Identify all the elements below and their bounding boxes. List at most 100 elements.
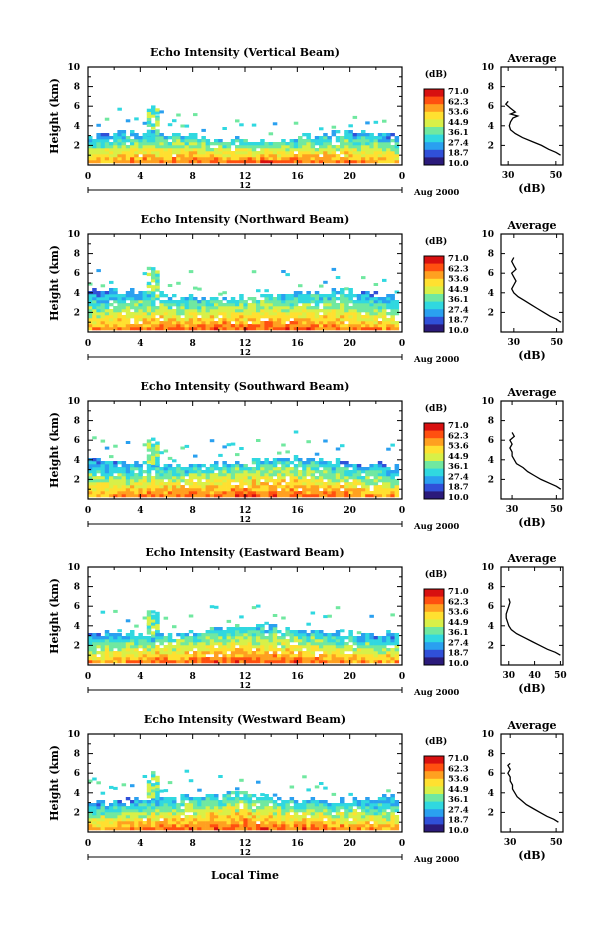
heatmap-cell xyxy=(121,321,127,325)
heatmap-cell xyxy=(193,312,198,316)
heatmap-cell xyxy=(226,630,232,634)
heatmap-cell xyxy=(264,794,269,798)
heatmap-cell xyxy=(163,639,169,643)
colorbar-segment xyxy=(424,756,444,759)
heatmap-cell xyxy=(260,309,265,313)
heatmap-cell xyxy=(159,139,164,143)
heatmap-cell xyxy=(96,142,101,146)
heatmap-cell xyxy=(205,645,211,649)
heatmap-cell xyxy=(218,321,223,325)
heatmap-cell xyxy=(335,297,341,301)
heatmap-cell xyxy=(176,821,181,825)
heatmap-cell xyxy=(117,476,122,480)
heatmap-cell xyxy=(201,157,206,161)
heatmap-cell xyxy=(130,324,135,328)
heatmap-cell xyxy=(125,815,131,819)
heatmap-cell xyxy=(369,651,374,655)
heatmap-cell xyxy=(319,157,324,161)
heatmap-cell xyxy=(96,639,101,643)
colorbar-segment xyxy=(424,828,444,831)
heatmap-cell xyxy=(298,306,303,310)
heatmap-cell xyxy=(302,806,307,810)
heatmap-cell xyxy=(272,148,278,152)
heatmap-cell xyxy=(390,800,395,804)
heatmap-cell xyxy=(361,300,366,304)
heatmap-cell xyxy=(197,803,202,807)
y-tick-label: 4 xyxy=(74,289,80,299)
heatmap-cell xyxy=(104,312,110,316)
heatmap-cell xyxy=(176,324,181,328)
heatmap-cell xyxy=(394,327,400,331)
heatmap-cell xyxy=(251,458,257,462)
heatmap-cell xyxy=(205,485,211,489)
heatmap-cell xyxy=(117,306,122,310)
heatmap-cell xyxy=(310,654,316,658)
heatmap-cell xyxy=(335,645,341,649)
heatmap-cell xyxy=(188,139,194,143)
heatmap-cell xyxy=(138,297,143,301)
heatmap-cell xyxy=(134,494,139,498)
heatmap-cell xyxy=(352,797,358,801)
heatmap-cell xyxy=(277,648,282,652)
heatmap-cell xyxy=(281,327,286,331)
heatmap-cell xyxy=(214,485,219,489)
heatmap-cell xyxy=(293,306,299,310)
heatmap-cell xyxy=(369,494,374,498)
heatmap-cell xyxy=(92,648,97,652)
heatmap-cell xyxy=(340,806,345,810)
heatmap-cell xyxy=(117,297,122,301)
heatmap-cell xyxy=(180,470,185,474)
heatmap-cell xyxy=(146,290,152,295)
heatmap-cell xyxy=(319,479,324,483)
heatmap-cell xyxy=(218,303,223,307)
heatmap-cell xyxy=(142,148,148,152)
heatmap-cell xyxy=(264,312,269,316)
heatmap-cell xyxy=(319,494,324,498)
heatmap-cell xyxy=(130,142,135,146)
heatmap-cell xyxy=(298,309,303,313)
heatmap-cell xyxy=(222,488,227,492)
heatmap-cell xyxy=(281,815,286,819)
heatmap-cell xyxy=(293,491,299,495)
heatmap-cell xyxy=(340,136,345,140)
heatmap-cell xyxy=(222,327,227,331)
heatmap-cell xyxy=(121,642,127,646)
colorbar-segment xyxy=(424,621,444,624)
heatmap-cell xyxy=(247,157,253,161)
average-y-tick-label: 10 xyxy=(481,730,494,740)
heatmap-cell xyxy=(92,812,97,816)
heatmap-cell xyxy=(268,154,274,158)
heatmap-cell xyxy=(239,791,244,795)
heatmap-cell xyxy=(331,294,337,298)
average-frame xyxy=(500,233,564,333)
colorbar-segment xyxy=(424,659,444,662)
heatmap-cell xyxy=(256,142,261,146)
heatmap-cell xyxy=(155,796,160,801)
heatmap-cell xyxy=(352,648,358,652)
heatmap-cell xyxy=(302,315,307,319)
heatmap-cell xyxy=(327,145,332,149)
heatmap-cell xyxy=(260,654,265,658)
heatmap-cell xyxy=(390,803,395,807)
heatmap-cell xyxy=(344,476,349,480)
heatmap-cell xyxy=(188,270,194,274)
heatmap-cell xyxy=(306,321,311,325)
heatmap-cell xyxy=(310,648,316,652)
heatmap-cell xyxy=(348,488,353,492)
heatmap-cell xyxy=(323,145,328,149)
heatmap-cell xyxy=(277,485,282,489)
heatmap-cell xyxy=(268,297,274,301)
heatmap-cell xyxy=(218,327,223,331)
heatmap-cell xyxy=(96,458,101,462)
heatmap-cell xyxy=(298,494,303,498)
heatmap-cell xyxy=(230,491,236,495)
heatmap-cell xyxy=(243,648,248,652)
heatmap-cell xyxy=(134,154,139,158)
heatmap-cell xyxy=(167,479,173,483)
heatmap-cell xyxy=(369,491,374,495)
heatmap-cell xyxy=(251,473,257,477)
heatmap-cell xyxy=(373,145,379,149)
heatmap-cell xyxy=(310,458,316,462)
colorbar-segment xyxy=(424,649,444,653)
heatmap-cell xyxy=(390,327,395,331)
